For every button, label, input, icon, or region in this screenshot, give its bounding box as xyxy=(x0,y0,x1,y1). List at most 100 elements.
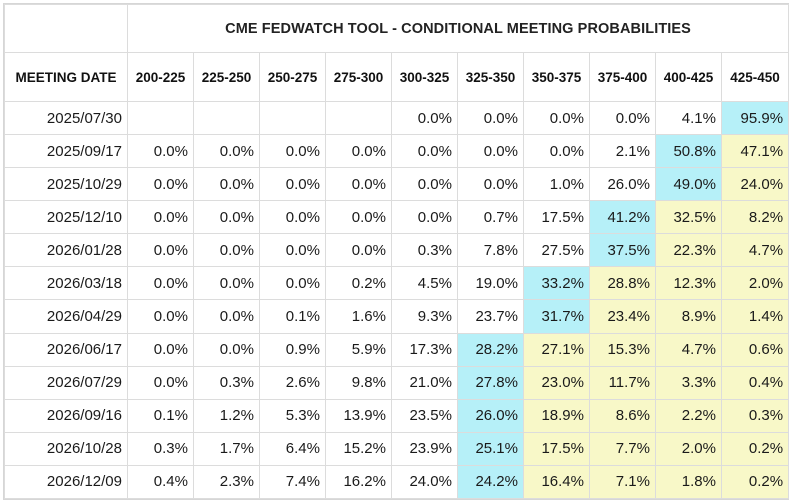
probability-cell: 1.0% xyxy=(523,167,590,202)
probability-cell: 0.0% xyxy=(259,167,326,202)
probability-cell xyxy=(259,100,326,136)
table-row: 2026/01/28 0.0% 0.0% 0.0% 0.0% 0.3% 7.8% 27.5% 3… xyxy=(4,233,790,268)
probability-cell: 37.5% xyxy=(589,233,656,268)
probability-cell: 0.0% xyxy=(193,299,260,334)
probability-cell: 16.4% xyxy=(523,464,590,500)
probability-cell: 31.7% xyxy=(523,299,590,334)
table-row: 2026/06/17 0.0% 0.0% 0.9% 5.9% 17.3% 28.2% 27.1… xyxy=(4,332,790,367)
probability-cell: 23.7% xyxy=(457,299,524,334)
meeting-date-cell: 2025/12/10 xyxy=(4,200,128,235)
probability-cell: 17.5% xyxy=(523,431,590,466)
meeting-date-cell: 2025/07/30 xyxy=(4,100,128,136)
probability-cell: 1.6% xyxy=(325,299,392,334)
probability-cell: 0.0% xyxy=(193,200,260,235)
meeting-date-cell: 2026/12/09 xyxy=(4,464,128,500)
probability-cell xyxy=(127,100,194,136)
probability-cell: 18.9% xyxy=(523,398,590,433)
column-header-350-375: 350-375 xyxy=(523,52,590,102)
probability-cell: 0.3% xyxy=(391,233,458,268)
probability-cell: 0.0% xyxy=(193,134,260,169)
probability-cell: 17.5% xyxy=(523,200,590,235)
probability-cell: 16.2% xyxy=(325,464,392,500)
probability-cell: 27.1% xyxy=(523,332,590,367)
probability-cell: 7.8% xyxy=(457,233,524,268)
probability-cell: 95.9% xyxy=(720,100,790,136)
probability-cell: 11.7% xyxy=(589,365,656,400)
probability-cell: 0.0% xyxy=(523,134,590,169)
probability-cell: 26.0% xyxy=(589,167,656,202)
probability-cell: 0.4% xyxy=(720,365,790,400)
probability-cell: 4.5% xyxy=(391,266,458,301)
probability-cell: 0.0% xyxy=(391,134,458,169)
probability-cell: 0.0% xyxy=(127,266,194,301)
probability-cell: 0.1% xyxy=(259,299,326,334)
title-row: CME FEDWATCH TOOL - CONDITIONAL MEETING … xyxy=(4,4,790,53)
probability-cell: 1.2% xyxy=(193,398,260,433)
table-row: 2025/09/17 0.0% 0.0% 0.0% 0.0% 0.0% 0.0% 0.0% 2.… xyxy=(4,134,790,169)
probability-cell: 0.0% xyxy=(589,100,656,136)
probability-cell: 26.0% xyxy=(457,398,524,433)
probability-cell: 0.0% xyxy=(259,200,326,235)
column-header-375-400: 375-400 xyxy=(589,52,656,102)
probability-cell: 0.0% xyxy=(193,266,260,301)
table-body: 2025/07/30 0.0% 0.0% 0.0% 0.0% 4.1% 95.9% 2025/… xyxy=(4,100,790,500)
probability-cell: 28.8% xyxy=(589,266,656,301)
probability-cell: 0.0% xyxy=(457,167,524,202)
probabilities-table: CME FEDWATCH TOOL - CONDITIONAL MEETING … xyxy=(4,4,790,500)
probability-cell: 0.0% xyxy=(193,332,260,367)
probability-cell: 1.8% xyxy=(655,464,722,500)
probability-cell: 12.3% xyxy=(655,266,722,301)
probability-cell: 8.6% xyxy=(589,398,656,433)
probability-cell: 5.3% xyxy=(259,398,326,433)
probability-cell: 32.5% xyxy=(655,200,722,235)
table-row: 2025/07/30 0.0% 0.0% 0.0% 0.0% 4.1% 95.9% xyxy=(4,100,790,136)
meeting-date-cell: 2026/04/29 xyxy=(4,299,128,334)
table-row: 2026/12/09 0.4% 2.3% 7.4% 16.2% 24.0% 24.2% 16.… xyxy=(4,464,790,500)
probability-cell: 0.2% xyxy=(325,266,392,301)
probability-cell: 28.2% xyxy=(457,332,524,367)
probability-cell: 1.4% xyxy=(720,299,790,334)
probability-cell: 0.0% xyxy=(127,332,194,367)
probability-cell: 9.3% xyxy=(391,299,458,334)
column-header-400-425: 400-425 xyxy=(655,52,722,102)
meeting-date-header: MEETING DATE xyxy=(4,52,128,102)
column-header-300-325: 300-325 xyxy=(391,52,458,102)
table-row: 2025/12/10 0.0% 0.0% 0.0% 0.0% 0.0% 0.7% 17.5% 4… xyxy=(4,200,790,235)
probability-cell: 23.0% xyxy=(523,365,590,400)
probability-cell: 27.5% xyxy=(523,233,590,268)
probability-cell: 23.9% xyxy=(391,431,458,466)
probability-cell xyxy=(193,100,260,136)
probability-cell: 0.6% xyxy=(720,332,790,367)
probability-cell: 0.4% xyxy=(127,464,194,500)
probability-cell: 0.0% xyxy=(127,200,194,235)
column-header-row: MEETING DATE 200-225 225-250 250-275 275-30… xyxy=(4,52,790,102)
probability-cell: 24.0% xyxy=(391,464,458,500)
probability-cell: 0.0% xyxy=(259,266,326,301)
probability-cell: 0.0% xyxy=(325,200,392,235)
probability-cell xyxy=(325,100,392,136)
probability-cell: 0.3% xyxy=(720,398,790,433)
probability-cell: 0.0% xyxy=(259,134,326,169)
meeting-date-cell: 2025/09/17 xyxy=(4,134,128,169)
probability-cell: 2.6% xyxy=(259,365,326,400)
probability-cell: 7.4% xyxy=(259,464,326,500)
table-title: CME FEDWATCH TOOL - CONDITIONAL MEETING … xyxy=(126,4,790,53)
probability-cell: 23.5% xyxy=(391,398,458,433)
probability-cell: 0.0% xyxy=(259,233,326,268)
table-row: 2026/09/16 0.1% 1.2% 5.3% 13.9% 23.5% 26.0% 18.… xyxy=(4,398,790,433)
probability-cell: 0.0% xyxy=(391,200,458,235)
probability-cell: 0.0% xyxy=(325,134,392,169)
probability-cell: 0.2% xyxy=(720,431,790,466)
probability-cell: 19.0% xyxy=(457,266,524,301)
table-row: 2025/10/29 0.0% 0.0% 0.0% 0.0% 0.0% 0.0% 1.0% 26… xyxy=(4,167,790,202)
probability-cell: 24.2% xyxy=(457,464,524,500)
table-row: 2026/07/29 0.0% 0.3% 2.6% 9.8% 21.0% 27.8% 23.0… xyxy=(4,365,790,400)
probability-cell: 0.0% xyxy=(391,167,458,202)
probability-cell: 15.2% xyxy=(325,431,392,466)
probability-cell: 25.1% xyxy=(457,431,524,466)
probability-cell: 4.1% xyxy=(655,100,722,136)
probability-cell: 23.4% xyxy=(589,299,656,334)
probability-cell: 0.0% xyxy=(127,299,194,334)
probability-cell: 1.7% xyxy=(193,431,260,466)
probability-cell: 13.9% xyxy=(325,398,392,433)
